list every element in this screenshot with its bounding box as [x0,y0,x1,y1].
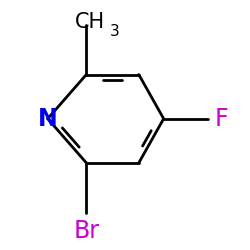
Text: CH: CH [75,12,106,32]
Text: Br: Br [73,220,99,244]
Text: 3: 3 [110,24,120,39]
Text: F: F [215,107,228,131]
Text: N: N [38,107,58,131]
